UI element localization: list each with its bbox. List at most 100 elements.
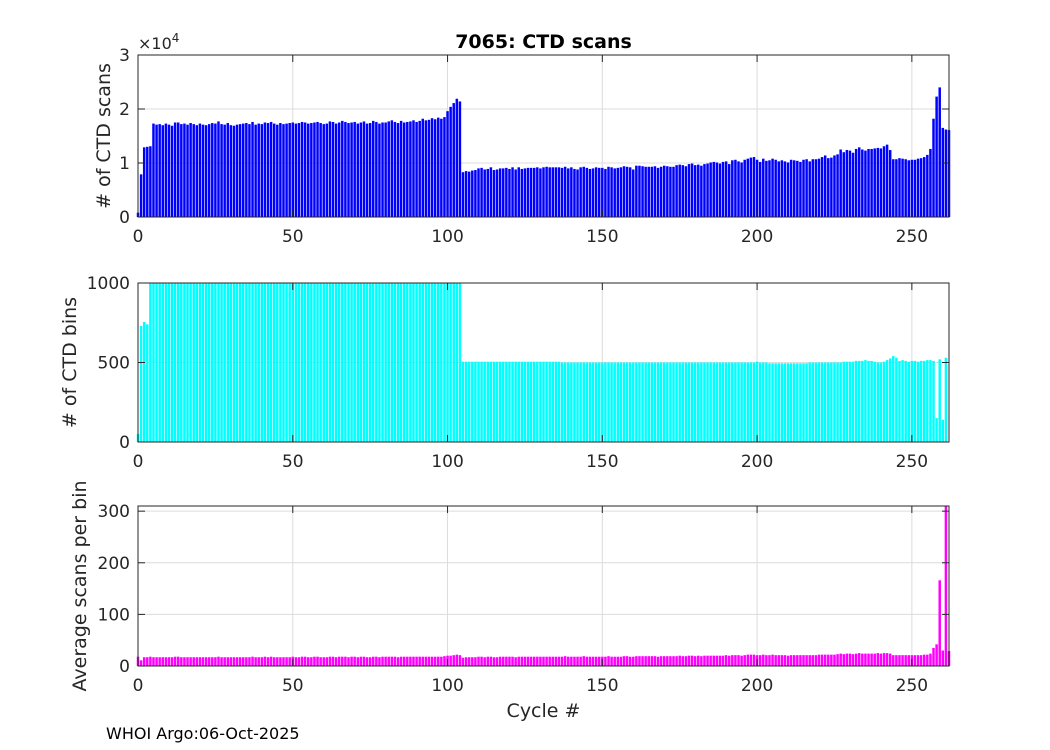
bar (341, 283, 344, 442)
bar (393, 656, 397, 666)
bar (771, 654, 774, 666)
bar (811, 159, 815, 217)
bar (839, 653, 842, 666)
bar (724, 655, 728, 666)
bar (495, 657, 499, 666)
bar (848, 150, 852, 217)
bar (625, 656, 629, 666)
bar (601, 167, 604, 217)
bar (514, 361, 517, 442)
bar (161, 283, 165, 442)
bar (211, 283, 214, 442)
bar (932, 118, 935, 217)
bar (656, 656, 660, 666)
y-axis-label: # of CTD bins (59, 297, 81, 428)
bar (526, 656, 530, 666)
bar (724, 362, 728, 442)
bar (854, 653, 858, 666)
bar (276, 283, 279, 442)
bar (198, 283, 202, 442)
bar (539, 361, 542, 442)
bar (604, 362, 607, 442)
bar (235, 124, 239, 217)
bar (647, 166, 650, 217)
bar (353, 121, 356, 217)
bar (152, 657, 155, 666)
bar (941, 419, 945, 442)
bar (573, 362, 576, 442)
y-tick-label: 200 (98, 554, 130, 574)
bar (885, 653, 889, 666)
bar (433, 283, 437, 442)
bar (424, 120, 428, 217)
bar (399, 283, 403, 442)
bar (443, 117, 446, 217)
bar (313, 122, 316, 217)
bar (251, 121, 254, 217)
bar (715, 362, 719, 442)
bar (697, 164, 700, 217)
bar (421, 118, 425, 217)
bar (486, 656, 490, 666)
bar (901, 655, 904, 666)
bar (155, 283, 158, 442)
bar (666, 166, 669, 217)
bar (876, 653, 880, 666)
bar (359, 656, 363, 666)
bar (201, 657, 205, 666)
bar (706, 163, 709, 217)
bar (734, 362, 737, 442)
bar (152, 283, 155, 442)
bar (662, 362, 666, 442)
bar (622, 166, 626, 217)
bar (697, 362, 700, 442)
bar (916, 158, 920, 217)
bar (746, 654, 750, 666)
bar (220, 283, 223, 442)
bar (344, 283, 347, 442)
bar (944, 129, 948, 217)
bar (322, 657, 325, 666)
bar (279, 657, 282, 666)
bar (146, 146, 149, 217)
bar (300, 656, 304, 666)
bar (833, 362, 836, 442)
bar (653, 166, 657, 217)
bar (681, 165, 685, 217)
bar (325, 123, 329, 217)
bar (867, 360, 870, 442)
bar (814, 655, 818, 666)
bar (238, 657, 242, 666)
bar (923, 360, 926, 442)
bar (792, 655, 796, 666)
bar (876, 147, 880, 217)
bar (483, 169, 486, 217)
bar (632, 362, 635, 442)
bar (808, 362, 811, 442)
bar (848, 361, 852, 442)
bar (297, 657, 301, 666)
bar (350, 656, 353, 666)
bar (461, 657, 465, 666)
bar (483, 657, 486, 666)
bar (294, 123, 298, 217)
bar (294, 283, 298, 442)
bar (638, 656, 641, 666)
bar (765, 160, 768, 217)
bar (650, 362, 654, 442)
bar (792, 160, 796, 217)
bar (399, 120, 403, 217)
bar (870, 653, 873, 666)
bar (427, 656, 431, 666)
bar (675, 165, 678, 217)
bar (796, 160, 799, 217)
bar (604, 656, 607, 666)
bar (266, 123, 270, 217)
bar (910, 360, 914, 442)
bar (307, 123, 310, 217)
bar (167, 124, 171, 217)
bar (888, 358, 892, 442)
bar (458, 101, 462, 217)
bar (161, 125, 165, 217)
bar (192, 283, 195, 442)
